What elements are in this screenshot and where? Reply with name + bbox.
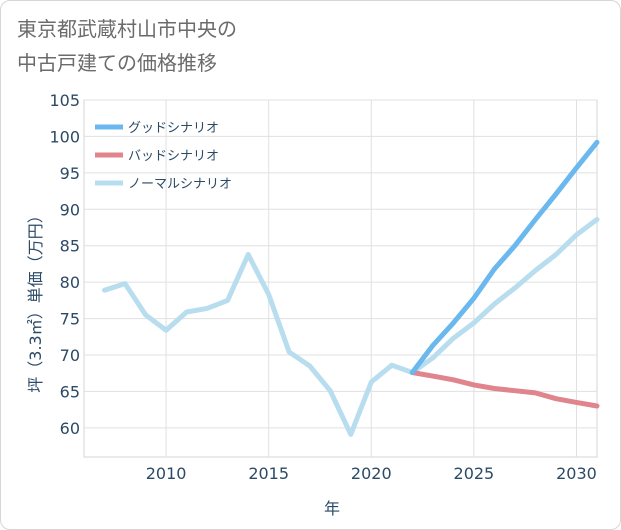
- y-tick-label: 80: [60, 273, 80, 292]
- series-line-2: [102, 217, 600, 437]
- chart-title: 東京都武蔵村山市中央の 中古戸建ての価格推移: [17, 12, 237, 80]
- x-axis-label: 年: [324, 499, 340, 518]
- series-line-1: [409, 370, 600, 409]
- x-tick-label: 2030: [556, 464, 597, 483]
- chart-title-line-1: 東京都武蔵村山市中央の: [17, 17, 237, 41]
- x-tick-label: 2025: [454, 464, 495, 483]
- y-tick-label: 105: [49, 91, 80, 110]
- x-tick-label: 2020: [351, 464, 392, 483]
- y-axis-label: 坪（3.3㎡）単価（万円）: [26, 207, 45, 392]
- series-line-0: [409, 139, 600, 375]
- y-tick-label: 75: [60, 310, 80, 329]
- legend-label-2: ノーマルシナリオ: [128, 177, 232, 192]
- x-tick-label: 2010: [146, 464, 187, 483]
- x-tick-label: 2015: [248, 464, 289, 483]
- x-tick-labels: 2010 2015 2020 2025 2030: [146, 464, 597, 483]
- y-tick-label: 65: [60, 382, 80, 401]
- y-tick-label: 60: [60, 419, 80, 438]
- y-tick-label: 70: [60, 346, 80, 365]
- legend-label-1: バッドシナリオ: [128, 149, 219, 164]
- series-lines: [102, 139, 600, 437]
- legend-label-0: グッドシナリオ: [128, 121, 219, 136]
- y-tick-label: 100: [49, 127, 80, 146]
- chart-title-line-2: 中古戸建ての価格推移: [17, 51, 217, 75]
- y-tick-label: 95: [60, 164, 80, 183]
- y-tick-label: 90: [60, 200, 80, 219]
- y-tick-label: 85: [60, 237, 80, 256]
- y-tick-labels: 60 65 70 75 80 85 90 95 100 105: [49, 91, 80, 438]
